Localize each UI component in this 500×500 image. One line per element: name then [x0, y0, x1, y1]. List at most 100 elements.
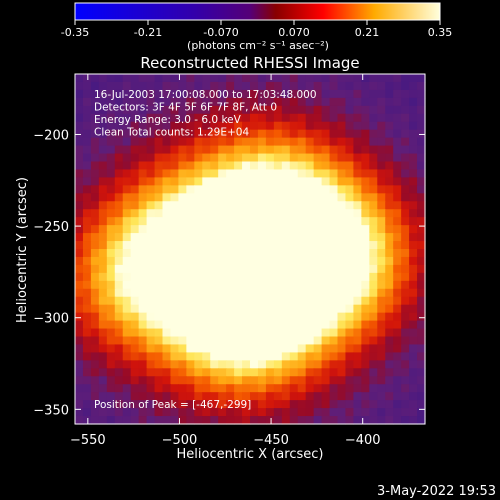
- heatmap-cell: [75, 376, 84, 385]
- heatmap-cell: [234, 336, 243, 346]
- heatmap-cell: [98, 105, 108, 115]
- heatmap-cell: [257, 312, 267, 322]
- heatmap-cell: [329, 129, 339, 139]
- heatmap-cell: [361, 336, 370, 346]
- heatmap-cell: [202, 288, 211, 298]
- heatmap-cell: [289, 153, 299, 163]
- heatmap-cell: [210, 352, 219, 361]
- heatmap-cell: [345, 320, 354, 330]
- heatmap-cell: [257, 344, 267, 353]
- heatmap-cell: [417, 145, 426, 155]
- heatmap-cell: [353, 249, 362, 258]
- heatmap-cell: [297, 328, 307, 338]
- heatmap-cell: [297, 145, 307, 155]
- heatmap-cell: [146, 209, 156, 218]
- heatmap-cell: [321, 360, 331, 369]
- heatmap-cell: [297, 344, 307, 353]
- heatmap-cell: [297, 360, 307, 369]
- heatmap-cell: [106, 177, 116, 186]
- heatmap-cell: [345, 288, 354, 298]
- heatmap-cell: [361, 185, 370, 194]
- heatmap-cell: [393, 217, 402, 226]
- heatmap-cell: [273, 249, 283, 258]
- heatmap-cell: [313, 241, 323, 250]
- heatmap-cell: [369, 312, 378, 322]
- heatmap-cell: [289, 368, 299, 377]
- heatmap-cell: [114, 249, 124, 258]
- heatmap-cell: [122, 249, 132, 258]
- heatmap-cell: [154, 416, 164, 425]
- heatmap-cell: [265, 376, 275, 385]
- heatmap-cell: [265, 256, 275, 266]
- heatmap-cell: [361, 137, 370, 147]
- heatmap-cell: [345, 217, 354, 226]
- heatmap-cell: [226, 376, 235, 385]
- heatmap-cell: [90, 416, 100, 425]
- heatmap-cell: [114, 81, 124, 91]
- heatmap-cell: [194, 74, 203, 83]
- heatmap-cell: [75, 264, 84, 274]
- heatmap-cell: [273, 384, 283, 393]
- heatmap-cell: [377, 352, 386, 361]
- heatmap-cell: [313, 177, 323, 186]
- heatmap-cell: [242, 336, 251, 346]
- heatmap-cell: [401, 145, 410, 155]
- heatmap-cell: [345, 312, 354, 322]
- heatmap-cell: [321, 161, 331, 171]
- heatmap-cell: [297, 312, 307, 322]
- heatmap-cell: [162, 185, 172, 194]
- heatmap-cell: [250, 89, 259, 99]
- heatmap-cell: [98, 368, 108, 377]
- heatmap-cell: [146, 344, 156, 353]
- heatmap-cell: [281, 296, 291, 306]
- heatmap-cell: [401, 97, 410, 107]
- heatmap-cell: [154, 400, 164, 409]
- heatmap-cell: [257, 233, 267, 242]
- heatmap-cell: [130, 392, 140, 401]
- heatmap-cell: [106, 121, 116, 131]
- heatmap-cell: [122, 368, 132, 377]
- heatmap-cell: [393, 121, 402, 131]
- heatmap-cell: [210, 272, 219, 282]
- heatmap-cell: [234, 272, 243, 282]
- heatmap-cell: [194, 113, 203, 123]
- heatmap-cell: [194, 177, 203, 186]
- heatmap-cell: [369, 320, 378, 330]
- heatmap-cell: [313, 89, 323, 99]
- heatmap-cell: [337, 241, 347, 250]
- heatmap-cell: [345, 74, 354, 83]
- heatmap-cell: [321, 312, 331, 322]
- heatmap-cell: [90, 256, 100, 266]
- heatmap-cell: [234, 81, 243, 91]
- heatmap-cell: [75, 304, 84, 314]
- heatmap-cell: [194, 185, 203, 194]
- heatmap-cell: [170, 249, 179, 258]
- heatmap-cell: [409, 225, 418, 234]
- heatmap-cell: [234, 145, 243, 155]
- heatmap-cell: [329, 392, 339, 401]
- heatmap-cell: [122, 312, 132, 322]
- heatmap-cell: [242, 328, 251, 338]
- heatmap-cell: [234, 241, 243, 250]
- heatmap-cell: [289, 312, 299, 322]
- heatmap-cell: [186, 209, 195, 218]
- heatmap-cell: [321, 400, 331, 409]
- heatmap-cell: [242, 81, 251, 91]
- heatmap-cell: [146, 416, 156, 425]
- heatmap-cell: [369, 368, 378, 377]
- heatmap-cell: [210, 241, 219, 250]
- heatmap-cell: [226, 264, 235, 274]
- heatmap-cell: [361, 392, 370, 401]
- heatmap-cell: [250, 209, 259, 218]
- heatmap-cell: [329, 193, 339, 202]
- heatmap-cell: [257, 225, 267, 234]
- heatmap-cell: [361, 256, 370, 266]
- heatmap-cell: [138, 336, 148, 346]
- heatmap-cell: [369, 304, 378, 314]
- heatmap-cell: [401, 416, 410, 425]
- heatmap-cell: [385, 344, 394, 353]
- heatmap-cell: [250, 280, 259, 290]
- heatmap-cell: [162, 233, 172, 242]
- heatmap-cell: [194, 384, 203, 393]
- heatmap-cell: [297, 384, 307, 393]
